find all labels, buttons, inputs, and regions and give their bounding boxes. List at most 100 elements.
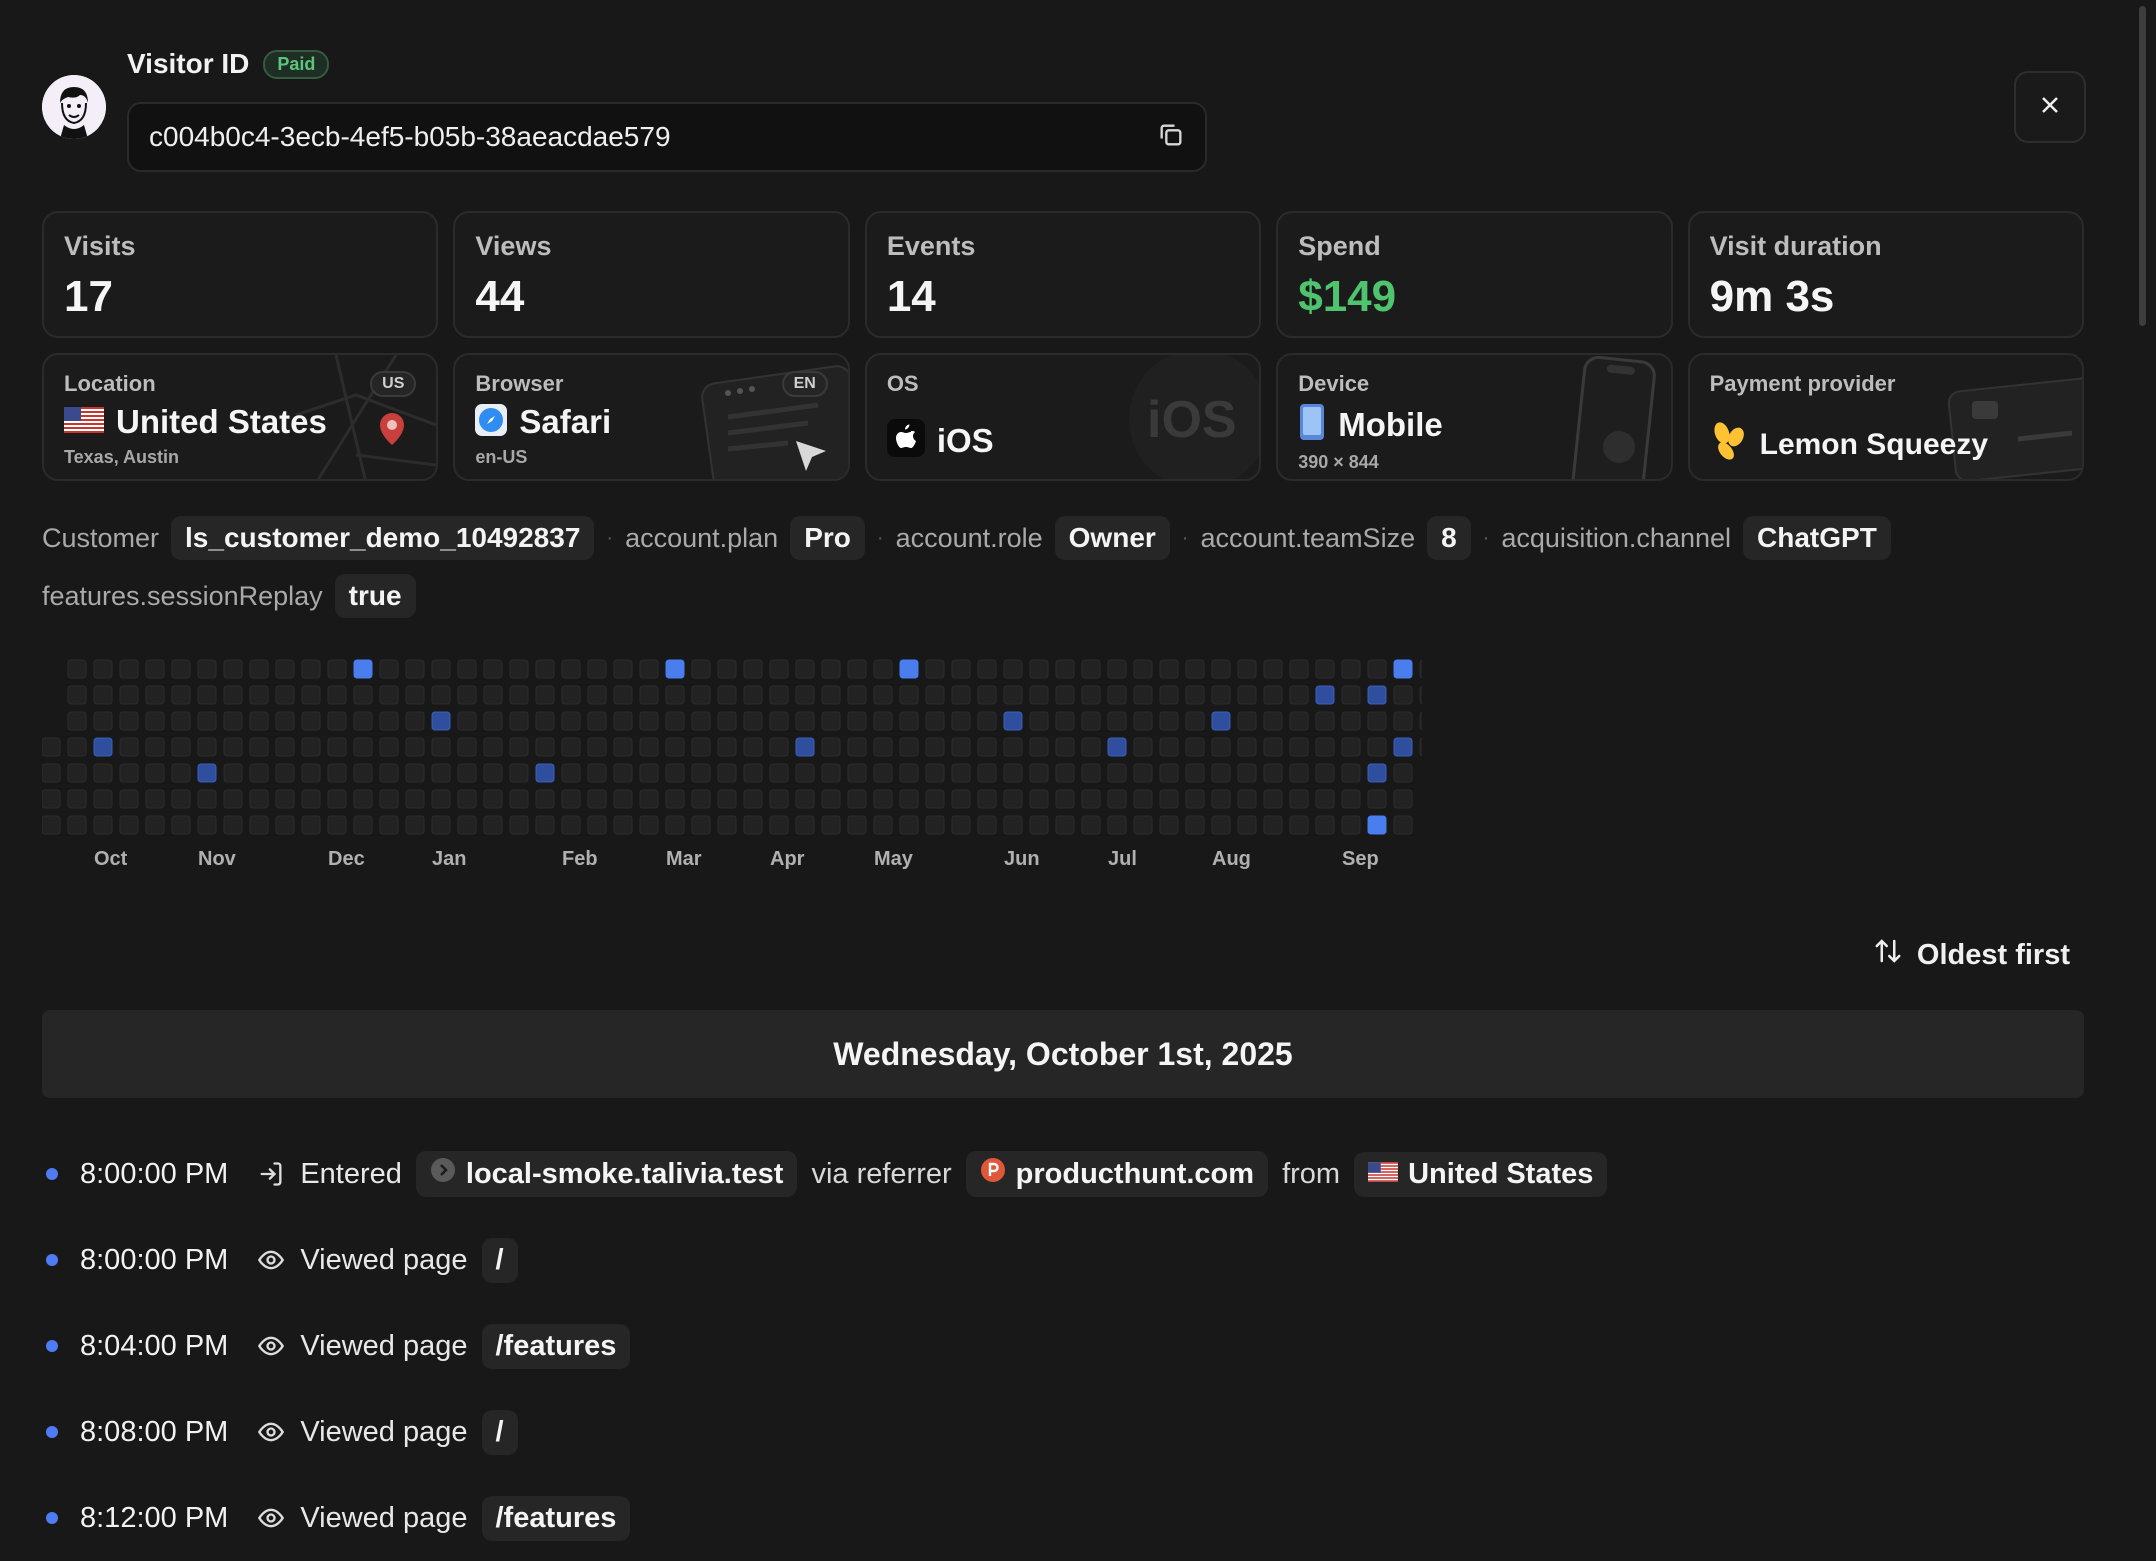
heatmap-cell[interactable] — [509, 659, 529, 679]
heatmap-cell[interactable] — [639, 659, 659, 679]
heatmap-cell[interactable] — [587, 737, 607, 757]
heatmap-cell[interactable] — [691, 789, 711, 809]
heatmap-cell[interactable] — [925, 737, 945, 757]
heatmap-cell[interactable] — [1367, 685, 1387, 705]
heatmap-cell[interactable] — [1159, 815, 1179, 835]
heatmap-cell[interactable] — [925, 659, 945, 679]
heatmap-cell[interactable] — [1081, 763, 1101, 783]
heatmap-cell[interactable] — [145, 815, 165, 835]
heatmap-cell[interactable] — [1367, 711, 1387, 731]
heatmap-cell[interactable] — [1263, 659, 1283, 679]
heatmap-cell[interactable] — [353, 659, 373, 679]
heatmap-cell[interactable] — [561, 789, 581, 809]
heatmap-cell[interactable] — [197, 737, 217, 757]
heatmap-cell[interactable] — [1237, 711, 1257, 731]
heatmap-cell[interactable] — [717, 711, 737, 731]
heatmap-cell[interactable] — [691, 763, 711, 783]
heatmap-cell[interactable] — [821, 789, 841, 809]
heatmap-cell[interactable] — [405, 659, 425, 679]
heatmap-cell[interactable] — [223, 763, 243, 783]
heatmap-cell[interactable] — [483, 685, 503, 705]
heatmap-cell[interactable] — [93, 789, 113, 809]
heatmap-cell[interactable] — [67, 711, 87, 731]
heatmap-cell[interactable] — [1419, 737, 1439, 757]
heatmap-cell[interactable] — [873, 815, 893, 835]
heatmap-cell[interactable] — [1133, 711, 1153, 731]
heatmap-cell[interactable] — [223, 711, 243, 731]
heatmap-cell[interactable] — [327, 711, 347, 731]
heatmap-cell[interactable] — [41, 763, 61, 783]
heatmap-cell[interactable] — [509, 711, 529, 731]
heatmap-cell[interactable] — [483, 789, 503, 809]
heatmap-cell[interactable] — [67, 659, 87, 679]
heatmap-cell[interactable] — [665, 763, 685, 783]
heatmap-cell[interactable] — [1003, 711, 1023, 731]
heatmap-cell[interactable] — [1029, 659, 1049, 679]
heatmap-cell[interactable] — [457, 685, 477, 705]
heatmap-cell[interactable] — [899, 737, 919, 757]
heatmap-cell[interactable] — [769, 763, 789, 783]
heatmap-cell[interactable] — [301, 659, 321, 679]
heatmap-cell[interactable] — [1159, 789, 1179, 809]
heatmap-cell[interactable] — [1367, 737, 1387, 757]
heatmap-cell[interactable] — [119, 659, 139, 679]
heatmap-cell[interactable] — [1107, 789, 1127, 809]
close-button[interactable] — [2014, 71, 2086, 143]
heatmap-cell[interactable] — [769, 815, 789, 835]
heatmap-cell[interactable] — [977, 659, 997, 679]
heatmap-cell[interactable] — [431, 711, 451, 731]
heatmap-cell[interactable] — [847, 763, 867, 783]
heatmap-cell[interactable] — [1003, 685, 1023, 705]
heatmap-cell[interactable] — [1081, 685, 1101, 705]
heatmap-cell[interactable] — [327, 763, 347, 783]
heatmap-cell[interactable] — [1237, 659, 1257, 679]
heatmap-cell[interactable] — [353, 815, 373, 835]
heatmap-cell[interactable] — [1211, 789, 1231, 809]
heatmap-cell[interactable] — [561, 815, 581, 835]
heatmap-cell[interactable] — [431, 815, 451, 835]
heatmap-cell[interactable] — [769, 711, 789, 731]
heatmap-cell[interactable] — [561, 737, 581, 757]
heatmap-cell[interactable] — [67, 789, 87, 809]
heatmap-cell[interactable] — [769, 685, 789, 705]
heatmap-cell[interactable] — [67, 763, 87, 783]
heatmap-cell[interactable] — [691, 815, 711, 835]
heatmap-cell[interactable] — [327, 815, 347, 835]
heatmap-cell[interactable] — [1185, 815, 1205, 835]
heatmap-cell[interactable] — [847, 711, 867, 731]
heatmap-cell[interactable] — [223, 789, 243, 809]
heatmap-cell[interactable] — [457, 711, 477, 731]
heatmap-cell[interactable] — [509, 737, 529, 757]
heatmap-cell[interactable] — [1107, 711, 1127, 731]
heatmap-cell[interactable] — [171, 737, 191, 757]
heatmap-cell[interactable] — [743, 815, 763, 835]
heatmap-cell[interactable] — [301, 711, 321, 731]
heatmap-cell[interactable] — [457, 737, 477, 757]
heatmap-cell[interactable] — [535, 737, 555, 757]
heatmap-cell[interactable] — [483, 815, 503, 835]
heatmap-cell[interactable] — [691, 711, 711, 731]
heatmap-cell[interactable] — [821, 737, 841, 757]
heatmap-cell[interactable] — [639, 815, 659, 835]
heatmap-cell[interactable] — [587, 815, 607, 835]
heatmap-cell[interactable] — [509, 789, 529, 809]
heatmap-cell[interactable] — [1419, 711, 1439, 731]
heatmap-cell[interactable] — [197, 815, 217, 835]
heatmap-cell[interactable] — [249, 789, 269, 809]
heatmap-cell[interactable] — [1055, 711, 1075, 731]
heatmap-cell[interactable] — [847, 659, 867, 679]
heatmap-cell[interactable] — [1341, 711, 1361, 731]
heatmap-cell[interactable] — [1367, 789, 1387, 809]
heatmap-cell[interactable] — [405, 763, 425, 783]
heatmap-cell[interactable] — [561, 763, 581, 783]
heatmap-cell[interactable] — [587, 711, 607, 731]
heatmap-cell[interactable] — [301, 685, 321, 705]
heatmap-cell[interactable] — [1055, 685, 1075, 705]
heatmap-cell[interactable] — [1029, 789, 1049, 809]
heatmap-cell[interactable] — [1315, 685, 1335, 705]
heatmap-cell[interactable] — [509, 815, 529, 835]
heatmap-cell[interactable] — [327, 659, 347, 679]
heatmap-cell[interactable] — [1289, 763, 1309, 783]
heatmap-cell[interactable] — [951, 711, 971, 731]
heatmap-cell[interactable] — [1263, 711, 1283, 731]
